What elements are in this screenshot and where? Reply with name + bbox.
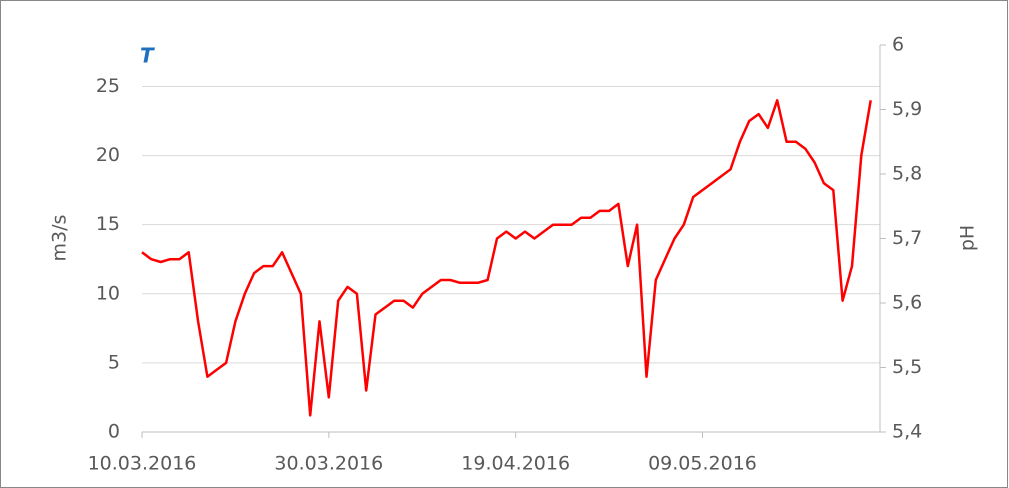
x-tick-label: 09.05.2016 [648, 453, 757, 475]
y-tick-label: 20 [96, 144, 120, 166]
x-tick-label: 30.03.2016 [274, 453, 383, 475]
y2-axis-label: pH [957, 225, 979, 251]
y2-tick-label: 5,7 [892, 227, 922, 249]
y2-tick-label: 5,8 [892, 163, 922, 185]
y2-tick-label: 5,9 [892, 98, 922, 120]
x-tick-label: 10.03.2016 [88, 453, 197, 475]
y2-tick-label: 5,5 [892, 356, 922, 378]
y-tick-label: 5 [108, 351, 120, 373]
y-tick-label: 0 [108, 421, 120, 443]
y2-tick-label: 5,6 [892, 292, 922, 314]
y-axis-label: m3/s [49, 215, 71, 262]
data-line [141, 99, 872, 417]
y2-tick-label: 5,4 [892, 421, 922, 443]
y-tick-label: 15 [96, 213, 120, 235]
y-tick-label: 25 [96, 75, 120, 97]
y-tick-label: 10 [96, 282, 120, 304]
x-tick-label: 19.04.2016 [461, 453, 570, 475]
chart-title: T [140, 44, 155, 68]
y2-tick-label: 6 [892, 34, 904, 56]
